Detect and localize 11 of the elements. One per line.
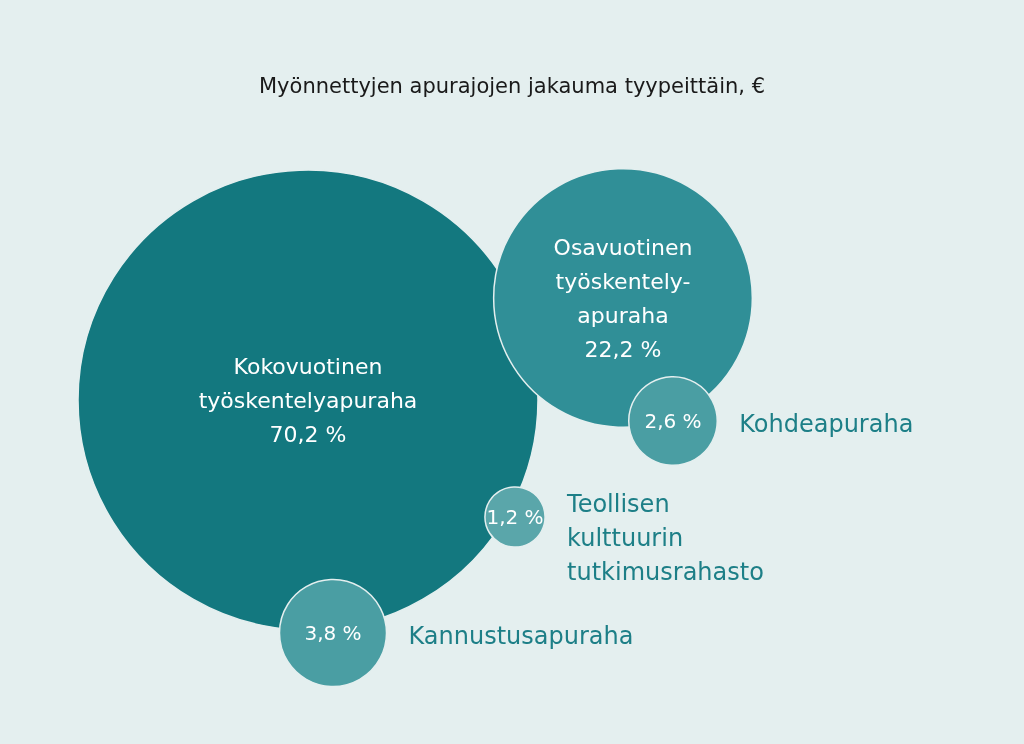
category-label: Kannustusapuraha	[408, 622, 634, 650]
data-label: 70,2 %	[269, 421, 347, 447]
data-label: 1,2 %	[486, 505, 544, 529]
data-label: 3,8 %	[304, 621, 362, 645]
category-label: Osavuotinen työskentely-apuraha	[553, 234, 693, 328]
category-label: Teollisen kulttuurin tutkimusrahasto	[566, 490, 764, 586]
data-label: 2,6 %	[644, 409, 702, 433]
text: Myönnettyjen apurajojen jakauma tyypeittäin, €	[258, 73, 766, 98]
data-label: 22,2 %	[584, 336, 662, 362]
category-label: Kohdeapuraha	[739, 410, 914, 438]
category-label: Kokovuotinen työskentelyapuraha	[198, 353, 418, 413]
